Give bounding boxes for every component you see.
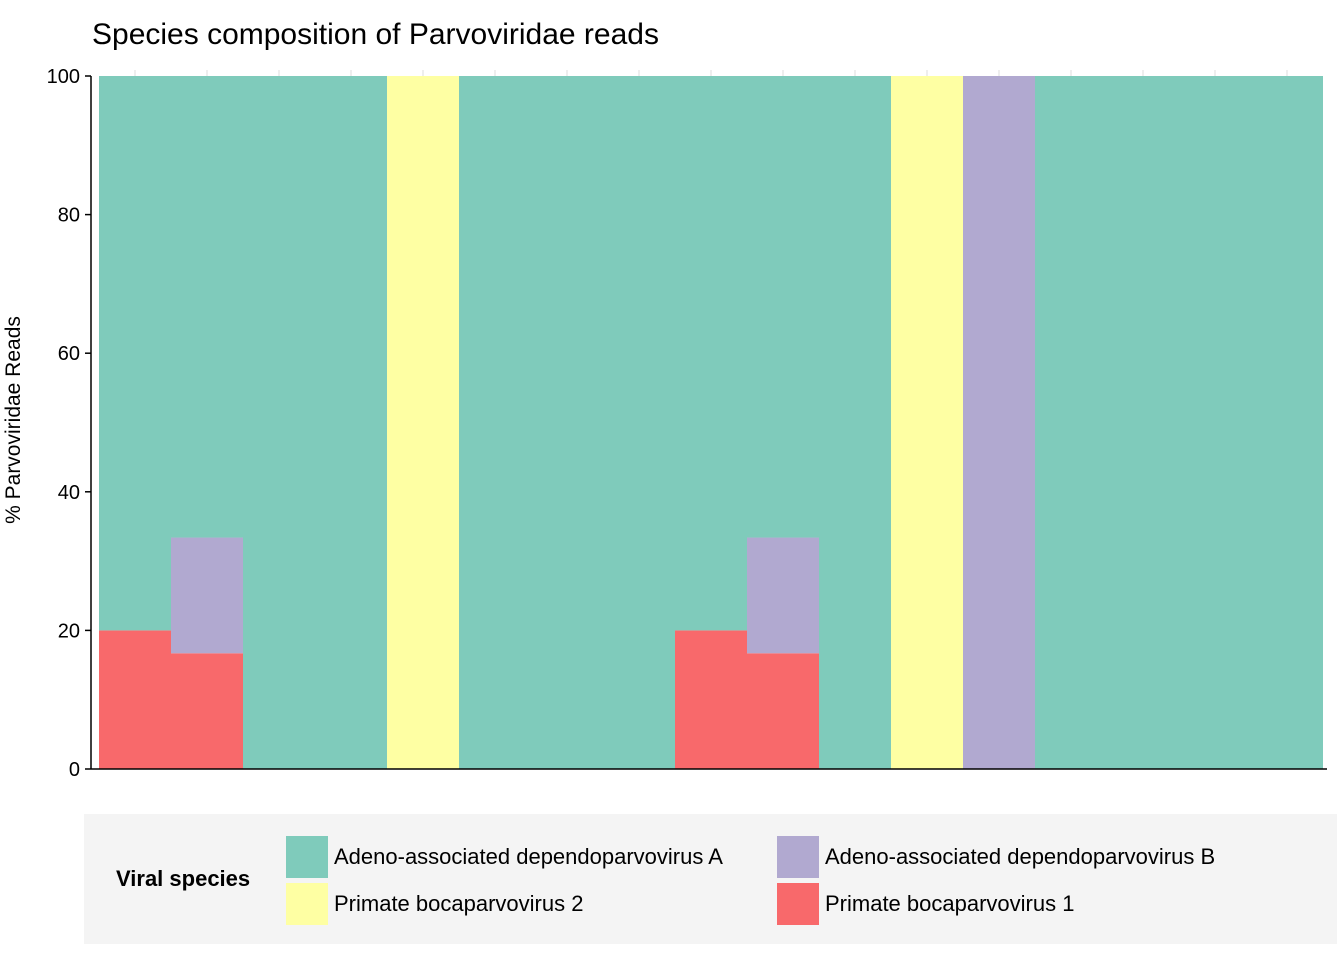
bar-segment — [531, 76, 603, 769]
y-tick-label: 80 — [58, 205, 80, 227]
legend-item: Primate bocaparvovirus 2 — [286, 882, 583, 926]
bar-segment — [171, 653, 243, 769]
legend-label: Adeno-associated dependoparvovirus B — [825, 844, 1216, 869]
legend-key — [777, 883, 819, 925]
y-tick-label: 100 — [47, 66, 80, 88]
legend-label: Primate bocaparvovirus 1 — [825, 891, 1075, 916]
y-tick-label: 0 — [69, 759, 80, 781]
bar-segment — [603, 76, 675, 769]
bar-segment — [819, 76, 891, 769]
legend-label: Adeno-associated dependoparvovirus A — [334, 844, 723, 869]
bar-segment — [675, 630, 747, 769]
bar-segment — [459, 76, 531, 769]
stacked-bar-chart: Species composition of Parvoviridae read… — [2, 18, 1327, 781]
bar-segment — [315, 76, 387, 769]
bar-segment — [675, 76, 747, 631]
bar-segment — [243, 76, 315, 769]
y-axis-label: % Parvoviridae Reads — [2, 316, 25, 524]
legend-title: Viral species — [116, 866, 251, 891]
bar-segment — [99, 76, 171, 631]
bar-segment — [1179, 76, 1251, 769]
legend-label: Primate bocaparvovirus 2 — [334, 891, 584, 916]
chart-title: Species composition of Parvoviridae read… — [92, 18, 659, 51]
bar-segment — [387, 76, 459, 769]
bar-segment — [747, 653, 819, 769]
bar-segment — [747, 537, 819, 654]
y-tick-label: 40 — [58, 482, 80, 504]
bar-segment — [99, 630, 171, 769]
plot-area — [99, 70, 1323, 769]
bar-segment — [747, 76, 819, 538]
legend-key — [286, 883, 328, 925]
y-axis: 0 20 40 60 80 100 — [47, 66, 1327, 781]
bar-segment — [891, 76, 963, 769]
legend-key — [777, 836, 819, 878]
bar-segment — [1107, 76, 1179, 769]
bar-segment — [171, 537, 243, 654]
y-tick-label: 60 — [58, 343, 80, 365]
bar-segment — [1251, 76, 1323, 769]
legend-key — [286, 836, 328, 878]
legend-item: Primate bocaparvovirus 1 — [777, 882, 1074, 926]
y-tick-label: 20 — [58, 620, 80, 642]
legend-item: Adeno-associated dependoparvovirus A — [286, 835, 723, 879]
bar-segment — [1035, 76, 1107, 769]
bar-segment — [963, 76, 1035, 769]
legend-item: Adeno-associated dependoparvovirus B — [777, 835, 1215, 879]
bar-segment — [171, 76, 243, 538]
legend: Viral species Adeno-associated dependopa… — [84, 814, 1337, 944]
